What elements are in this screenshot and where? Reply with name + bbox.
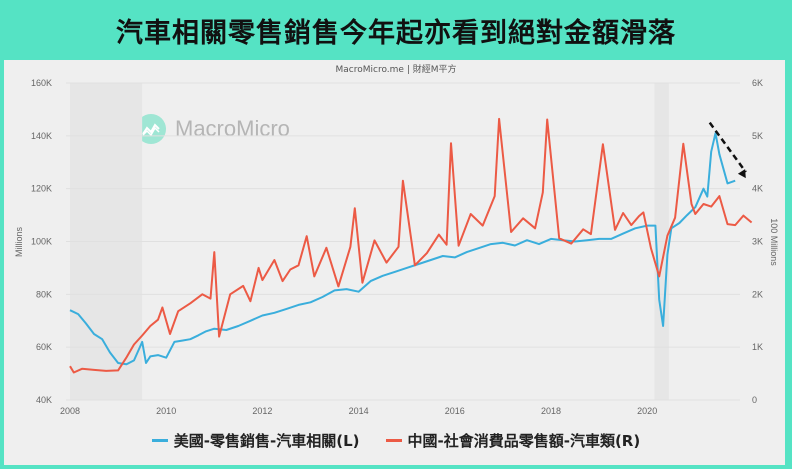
watermark-text: MacroMicro (175, 116, 290, 141)
legend-swatch-cn (385, 439, 402, 442)
x-axis-tick: 2012 (252, 406, 272, 416)
left-axis-tick: 60K (36, 342, 52, 352)
legend-label-us: 美國-零售銷售-汽車相關(L) (173, 432, 360, 450)
legend-item-us[interactable]: 美國-零售銷售-汽車相關(L) (151, 430, 360, 451)
right-axis-tick: 3K (752, 237, 763, 247)
x-axis-tick: 2008 (60, 406, 80, 416)
x-axis-tick: 2018 (541, 406, 561, 416)
watermark: MacroMicro (136, 114, 290, 144)
right-axis-tick: 6K (752, 78, 763, 88)
series-line-cn (69, 117, 753, 374)
right-axis-tick: 0 (752, 395, 757, 405)
left-axis-tick: 40K (36, 395, 52, 405)
series-line-us (69, 132, 736, 366)
right-axis-tick: 5K (752, 131, 763, 141)
x-axis-tick: 2014 (349, 406, 369, 416)
legend-swatch-us (151, 439, 168, 442)
left-axis-tick: 160K (31, 78, 52, 88)
legend-item-cn[interactable]: 中國-社會消費品零售額-汽車類(R) (385, 430, 641, 451)
arrow-head-icon (737, 169, 746, 179)
chart-subtitle: MacroMicro.me | 財經M平方 (335, 65, 457, 75)
left-axis-tick: 140K (31, 131, 52, 141)
trend-arrow-icon (708, 121, 747, 173)
left-axis-tick: 80K (36, 289, 52, 299)
x-axis-tick: 2016 (445, 406, 465, 416)
chart-legend: 美國-零售銷售-汽車相關(L) 中國-社會消費品零售額-汽車類(R) (0, 430, 792, 451)
right-axis-tick: 4K (752, 184, 763, 194)
right-axis-tick: 1K (752, 342, 763, 352)
right-axis-title: 100 Millions (769, 218, 779, 266)
left-axis-tick: 120K (31, 184, 52, 194)
chart-title: 汽車相關零售銷售今年起亦看到絕對金額滑落 (116, 17, 676, 49)
left-axis-tick: 100K (31, 237, 52, 247)
legend-label-cn: 中國-社會消費品零售額-汽車類(R) (407, 432, 641, 450)
left-axis-title: Millions (14, 227, 24, 258)
x-axis-tick: 2010 (156, 406, 176, 416)
right-axis-tick: 2K (752, 289, 763, 299)
x-axis-tick: 2020 (637, 406, 657, 416)
